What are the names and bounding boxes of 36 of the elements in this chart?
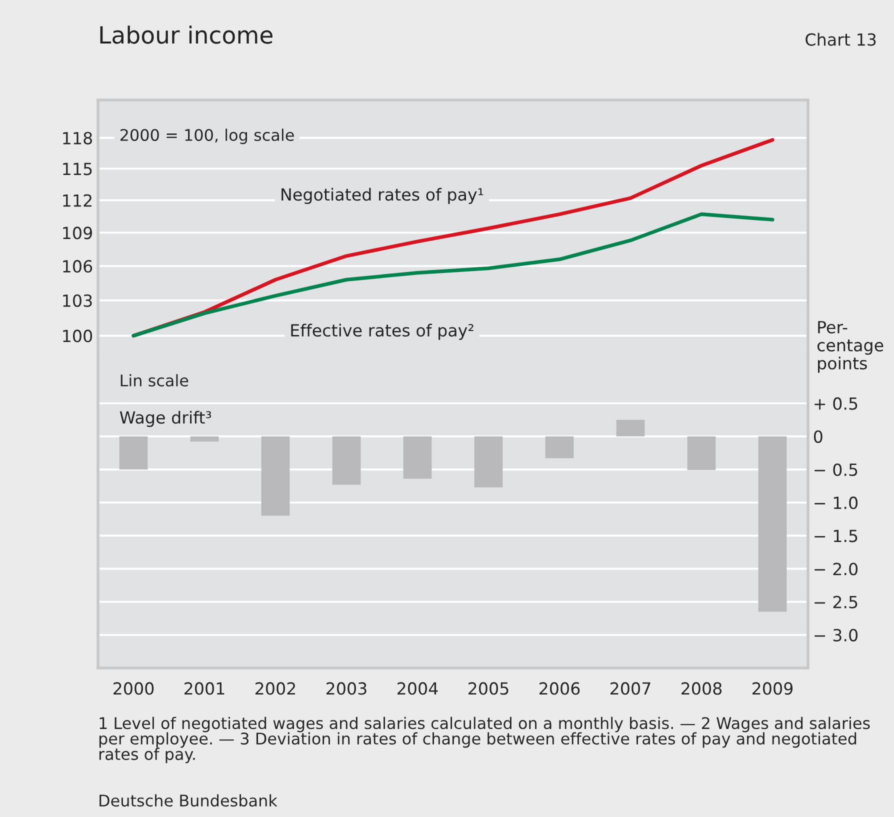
y-tick-label: 109 [63, 226, 92, 240]
annotation: Lin scale [120, 374, 188, 387]
line-series [132, 212, 774, 338]
y-tick-label: − 1.0 [814, 496, 858, 510]
y-tick-label: 103 [63, 294, 92, 307]
text: Deutsche Bundesbank [100, 794, 278, 807]
x-tick-label: 2004 [398, 682, 438, 695]
y-tick-label: 100 [63, 330, 92, 342]
x-tick-label: 2001 [184, 682, 224, 695]
y-tick-label: 115 [63, 162, 92, 176]
series-label: Wage drift³ [120, 410, 212, 427]
x-tick-label: 2006 [540, 682, 580, 695]
y-tick-label: + 0.5 [814, 397, 858, 410]
x-tick-label: 2005 [468, 682, 508, 695]
y-axis-title: Per- centage points [817, 321, 884, 373]
y-tick-label: 118 [63, 132, 92, 144]
y-tick-label: 0 [814, 430, 822, 443]
y-tick-label: − 2.0 [814, 562, 858, 576]
series-label: Negotiated rates of pay¹ [282, 188, 484, 204]
y-tick-label: − 3.0 [814, 628, 858, 642]
x-tick-label: 2003 [326, 682, 366, 695]
series-label: Effective rates of pay² [291, 324, 474, 340]
y-tick-label: − 0.5 [814, 463, 858, 476]
x-tick-label: 2009 [752, 682, 793, 695]
chart-title: Labour income [100, 26, 272, 44]
y-tick-label: 106 [63, 260, 92, 273]
x-tick-label: 2008 [682, 682, 722, 695]
caption: Chart 13 [806, 32, 876, 46]
x-tick-label: 2000 [114, 682, 154, 695]
y-tick-label: − 2.5 [814, 596, 858, 608]
y-tick-label: 112 [63, 194, 92, 207]
x-tick-label: 2002 [256, 682, 296, 695]
x-tick-label: 2007 [610, 682, 650, 695]
text: 1 Level of negotiated wages and salaries calculated on a monthly basis. — 2 Wages and salaries per employee. — 3 Deviation in rates of change between effective rates of pay and negotiated rates of pay. [99, 716, 870, 764]
annotation: 2000 = 100, log scale [120, 128, 294, 144]
y-tick-label: − 1.5 [814, 530, 858, 542]
